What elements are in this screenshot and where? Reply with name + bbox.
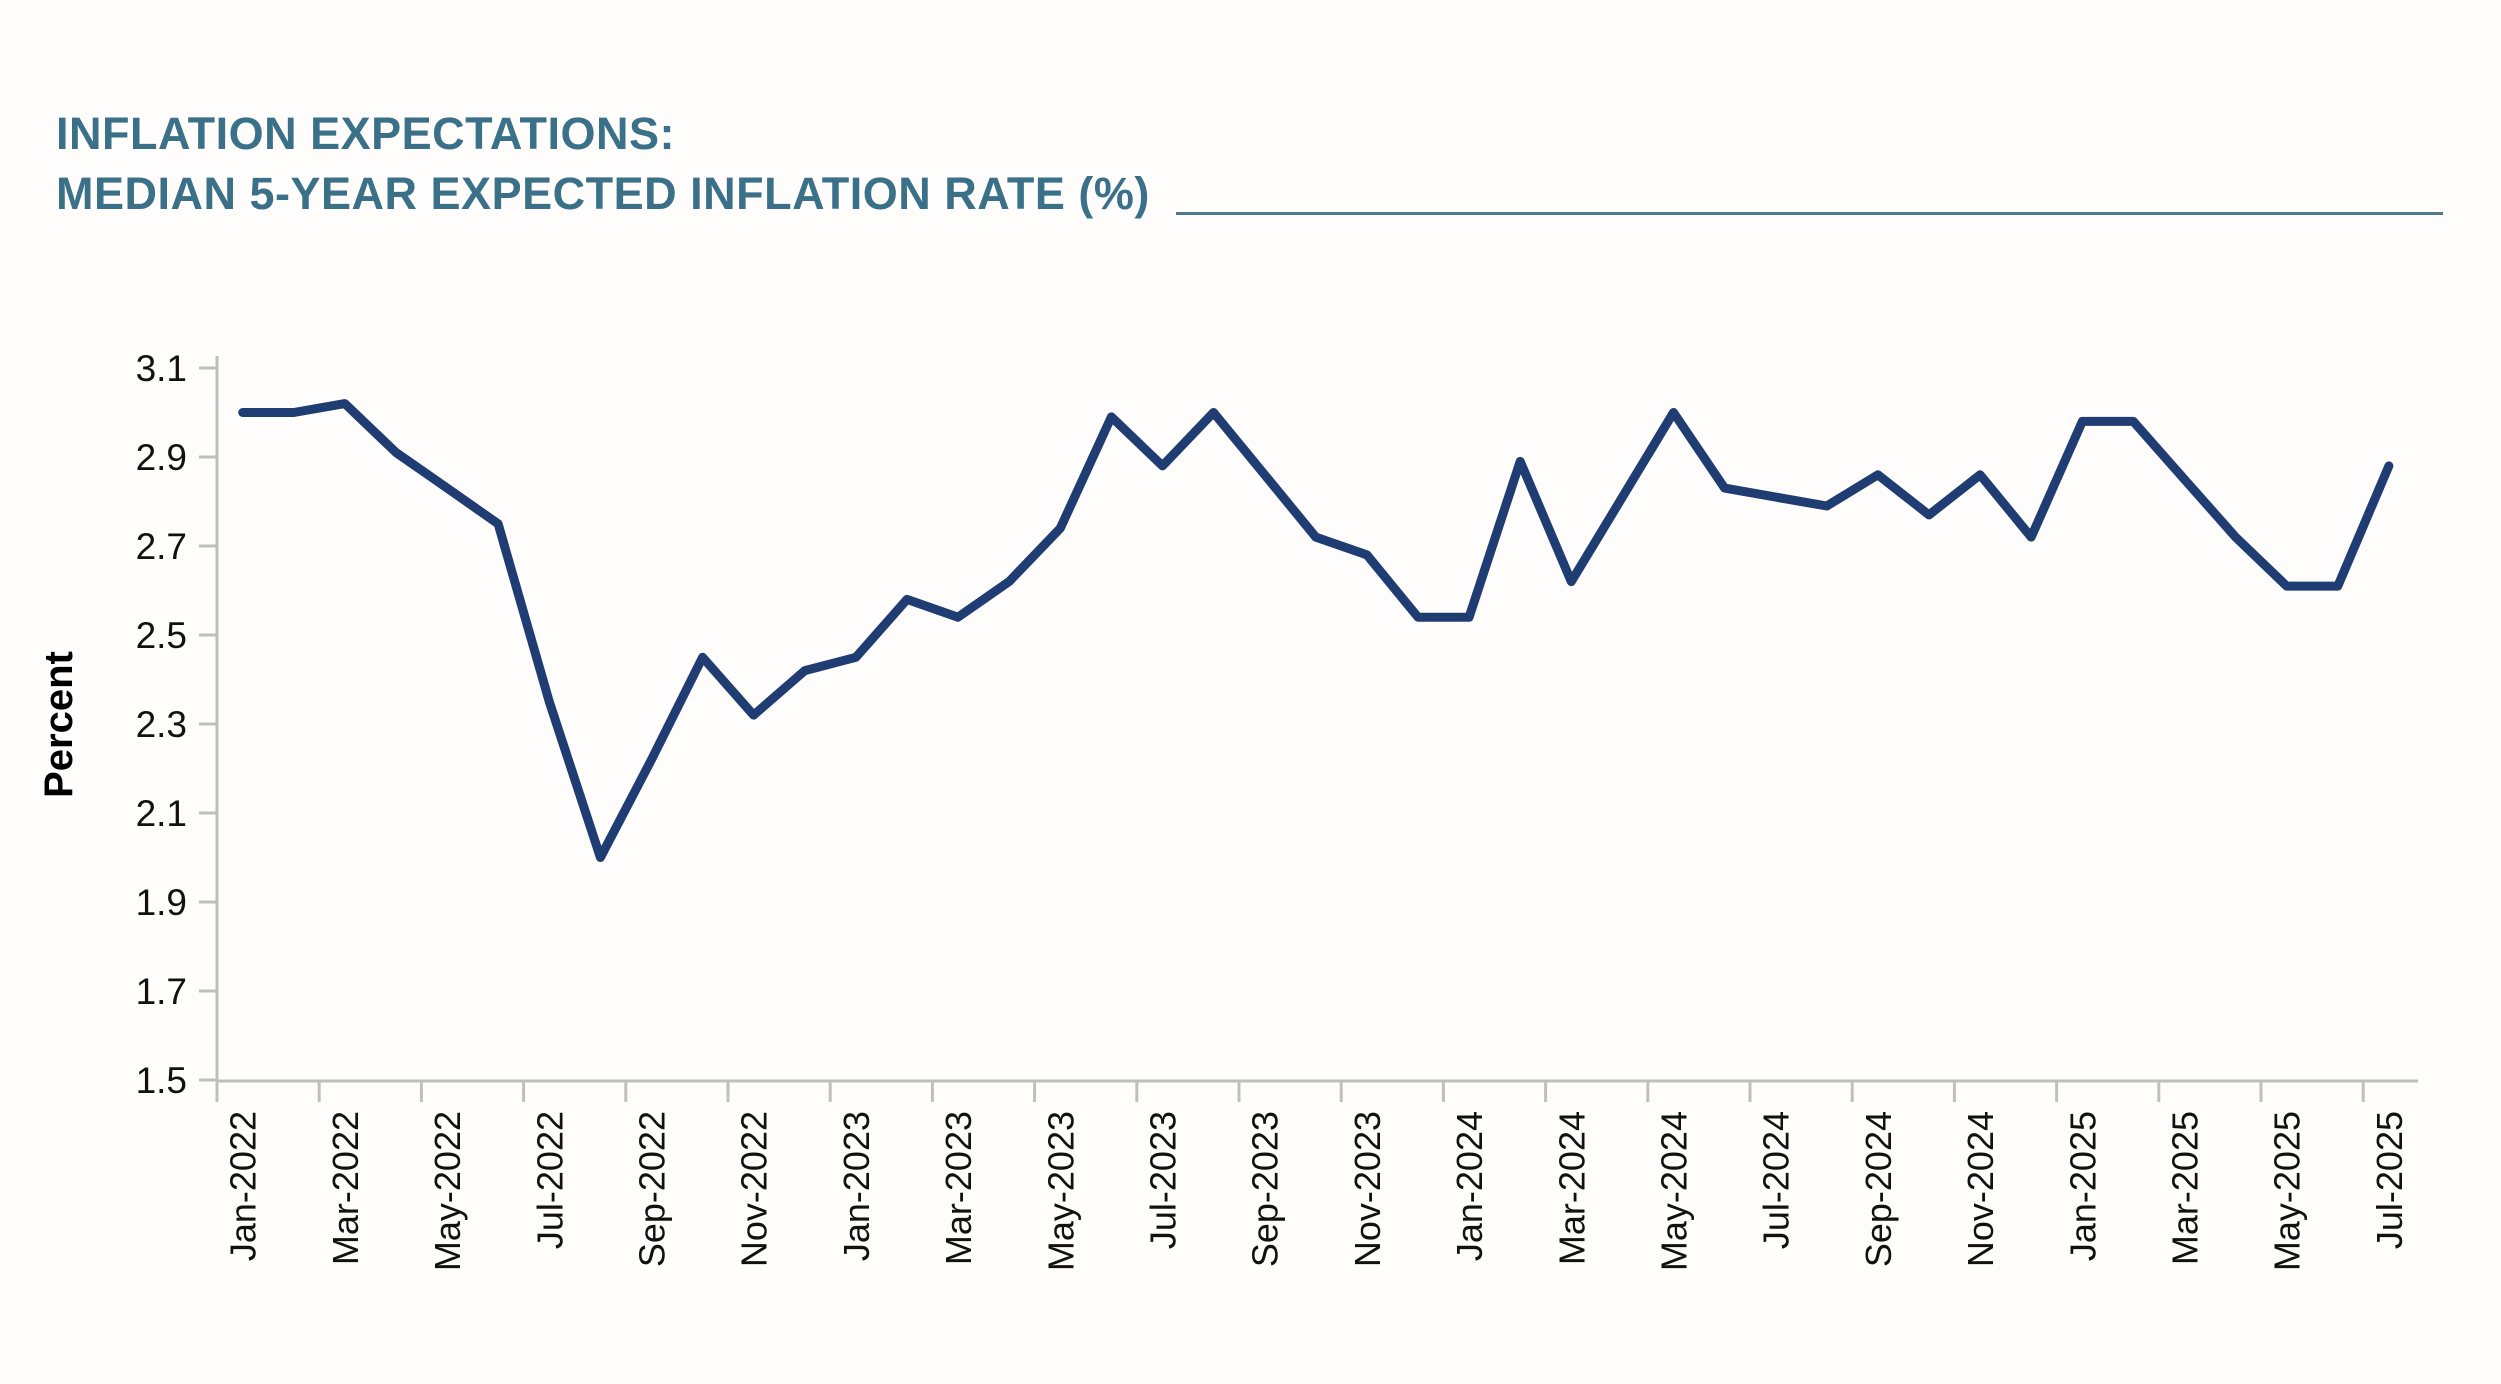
x-tick-label: Jan-2024 [1449, 1111, 1490, 1261]
y-tick-label: 1.5 [136, 1060, 187, 1101]
inflation-expectations-line [238, 399, 2394, 862]
x-tick-label: May-2023 [1040, 1111, 1081, 1271]
x-tick-label: May-2024 [1653, 1111, 1694, 1271]
x-tick-label: Jan-2022 [223, 1111, 264, 1261]
y-tick-label: 1.9 [136, 882, 187, 923]
x-tick-label: Jul-2023 [1142, 1111, 1183, 1249]
title-rule [1175, 212, 2443, 215]
chart-header: INFLATION EXPECTATIONS: MEDIAN 5-YEAR EX… [56, 104, 2443, 224]
y-tick-label: 2.1 [136, 793, 187, 834]
chart-title-line2: MEDIAN 5-YEAR EXPECTED INFLATION RATE (%… [56, 168, 1150, 219]
y-tick-label: 1.7 [136, 971, 187, 1012]
y-axis-title: Percent [37, 651, 81, 798]
x-tick-label: Nov-2024 [1960, 1111, 2001, 1267]
y-tick-label: 3.1 [136, 348, 187, 389]
chart-title-row: MEDIAN 5-YEAR EXPECTED INFLATION RATE (%… [56, 164, 2443, 224]
x-tick-label: Nov-2023 [1347, 1111, 1388, 1267]
x-tick-label: May-2022 [427, 1111, 468, 1271]
x-tick-label: Jan-2025 [2062, 1111, 2103, 1261]
x-tick-label: Sep-2022 [631, 1111, 672, 1267]
x-tick-label: May-2025 [2267, 1111, 2308, 1271]
x-tick-label: Jul-2022 [529, 1111, 570, 1249]
y-tick-label: 2.5 [136, 615, 187, 656]
y-tick-label: 2.9 [136, 437, 187, 478]
x-tick-label: Jan-2023 [836, 1111, 877, 1261]
x-tick-label: Mar-2023 [938, 1111, 979, 1265]
y-tick-label: 2.7 [136, 526, 187, 567]
x-tick-label: Jul-2025 [2369, 1111, 2410, 1249]
x-tick-label: Mar-2025 [2164, 1111, 2205, 1265]
x-tick-label: Sep-2024 [1858, 1111, 1899, 1267]
x-tick-label: Jul-2024 [1756, 1111, 1797, 1249]
x-tick-label: Mar-2024 [1551, 1111, 1592, 1265]
y-tick-label: 2.3 [136, 704, 187, 745]
x-tick-label: Sep-2023 [1245, 1111, 1286, 1267]
chart-title-line1: INFLATION EXPECTATIONS: [56, 108, 675, 159]
x-tick-label: Mar-2022 [325, 1111, 366, 1265]
x-tick-label: Nov-2022 [734, 1111, 775, 1267]
